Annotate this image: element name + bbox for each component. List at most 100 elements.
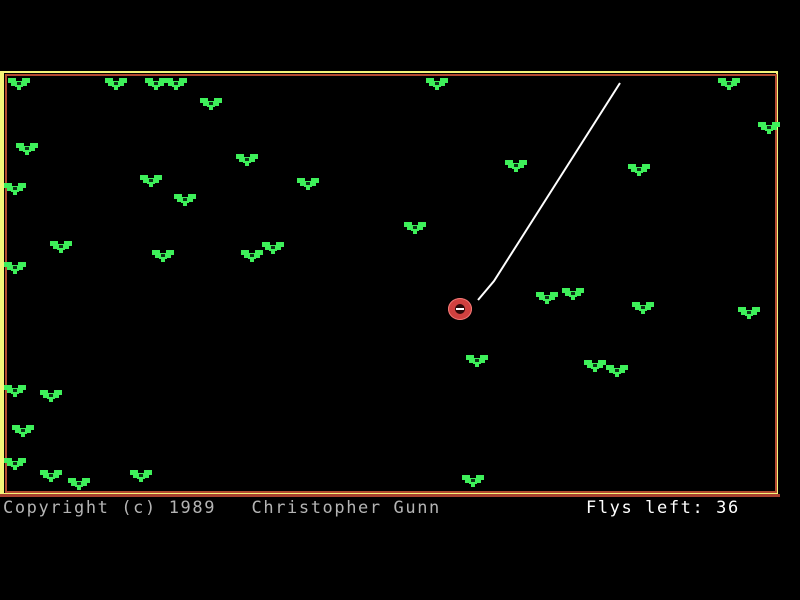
fly-sprite[interactable] <box>145 78 167 91</box>
fly-wing-l2 <box>587 364 592 368</box>
fly-sprite[interactable] <box>262 242 284 255</box>
fly-body-low <box>637 172 641 176</box>
fly-sprite[interactable] <box>4 183 26 196</box>
fly-sprite[interactable] <box>462 475 484 488</box>
fly-sprite[interactable] <box>466 355 488 368</box>
fly-wing-r2 <box>54 394 59 398</box>
fly-eye <box>514 164 518 167</box>
fly-wing-r2 <box>64 245 69 249</box>
play-area[interactable] <box>0 70 780 496</box>
fly-wing-l <box>738 307 746 312</box>
fly-body-low <box>114 86 118 90</box>
fly-wing-r2 <box>30 147 35 151</box>
fly-sprite[interactable] <box>68 478 90 491</box>
fly-wing-r <box>30 143 38 148</box>
fly-sprite[interactable] <box>505 160 527 173</box>
fly-wing-l <box>462 475 470 480</box>
fly-body-low <box>514 168 518 172</box>
fly-wing-l <box>165 78 173 83</box>
fly-wing-l <box>152 250 160 255</box>
fly-wing-r2 <box>214 102 219 106</box>
fly-eye <box>139 474 143 477</box>
fly-sprite[interactable] <box>297 178 319 191</box>
fly-sprite[interactable] <box>4 262 26 275</box>
fly-wing-l <box>584 360 592 365</box>
fly-sprite[interactable] <box>130 470 152 483</box>
fly-wing-l <box>606 365 614 370</box>
fly-sprite[interactable] <box>758 122 780 135</box>
fly-wing-l <box>466 355 474 360</box>
fly-wing-l2 <box>177 198 182 202</box>
fly-eye <box>49 394 53 397</box>
fly-wing-l2 <box>15 429 20 433</box>
fly-sprite[interactable] <box>606 365 628 378</box>
fly-wing-r <box>18 262 26 267</box>
fly-eye <box>245 158 249 161</box>
fly-wing-r <box>480 355 488 360</box>
fly-wing-r <box>166 250 174 255</box>
fly-sprite[interactable] <box>236 154 258 167</box>
fly-wing-l2 <box>53 245 58 249</box>
fly-sprite[interactable] <box>174 194 196 207</box>
fly-wing-r2 <box>620 369 625 373</box>
fly-sprite[interactable] <box>8 78 30 91</box>
fly-wing-r2 <box>144 474 149 478</box>
fly-sprite[interactable] <box>40 390 62 403</box>
fly-sprite[interactable] <box>241 250 263 263</box>
fly-sprite[interactable] <box>140 175 162 188</box>
fly-sprite[interactable] <box>584 360 606 373</box>
fly-wing-r <box>732 78 740 83</box>
fly-sprite[interactable] <box>200 98 222 111</box>
fly-sprite[interactable] <box>4 385 26 398</box>
fly-sprite[interactable] <box>562 288 584 301</box>
fly-wing-r2 <box>26 429 31 433</box>
fly-wing-r <box>54 470 62 475</box>
fly-wing-l2 <box>155 254 160 258</box>
fly-wing-r2 <box>255 254 260 258</box>
fly-body-low <box>161 258 165 262</box>
fly-wing-l <box>12 425 20 430</box>
fly-sprite[interactable] <box>718 78 740 91</box>
fly-sprite[interactable] <box>152 250 174 263</box>
fly-sprite[interactable] <box>40 470 62 483</box>
fly-wing-l2 <box>429 82 434 86</box>
fly-sprite[interactable] <box>404 222 426 235</box>
fly-sprite[interactable] <box>12 425 34 438</box>
fly-wing-l2 <box>203 102 208 106</box>
fly-wing-l2 <box>465 479 470 483</box>
fly-wing-r2 <box>440 82 445 86</box>
fly-eye <box>641 306 645 309</box>
fly-body-low <box>767 130 771 134</box>
fly-wing-r <box>159 78 167 83</box>
fly-swatter[interactable] <box>0 70 780 496</box>
fly-sprite[interactable] <box>536 292 558 305</box>
fly-sprite[interactable] <box>16 143 38 156</box>
fly-eye <box>17 82 21 85</box>
fly-wing-l <box>40 390 48 395</box>
fly-eye <box>306 182 310 185</box>
swatter-head[interactable] <box>448 298 472 320</box>
fly-wing-l2 <box>43 394 48 398</box>
fly-eye <box>271 246 275 249</box>
fly-sprite[interactable] <box>426 78 448 91</box>
fly-wing-l <box>758 122 766 127</box>
fly-wing-l <box>262 242 270 247</box>
fly-sprite[interactable] <box>165 78 187 91</box>
fly-sprite[interactable] <box>4 458 26 471</box>
swatter-head-ring <box>448 298 472 320</box>
fly-sprite[interactable] <box>738 307 760 320</box>
fly-body-low <box>471 483 475 487</box>
fly-eye <box>637 168 641 171</box>
fly-sprite[interactable] <box>105 78 127 91</box>
fly-wing-r2 <box>311 182 316 186</box>
fly-sprite[interactable] <box>628 164 650 177</box>
fly-body-low <box>59 249 63 253</box>
fly-wing-l2 <box>11 82 16 86</box>
fly-sprite[interactable] <box>632 302 654 315</box>
status-bar: Copyright (c) 1989 Christopher Gunn Flys… <box>0 498 800 528</box>
fly-wing-r <box>311 178 319 183</box>
fly-body-low <box>306 186 310 190</box>
fly-eye <box>615 369 619 372</box>
fly-sprite[interactable] <box>50 241 72 254</box>
fly-wing-l2 <box>300 182 305 186</box>
